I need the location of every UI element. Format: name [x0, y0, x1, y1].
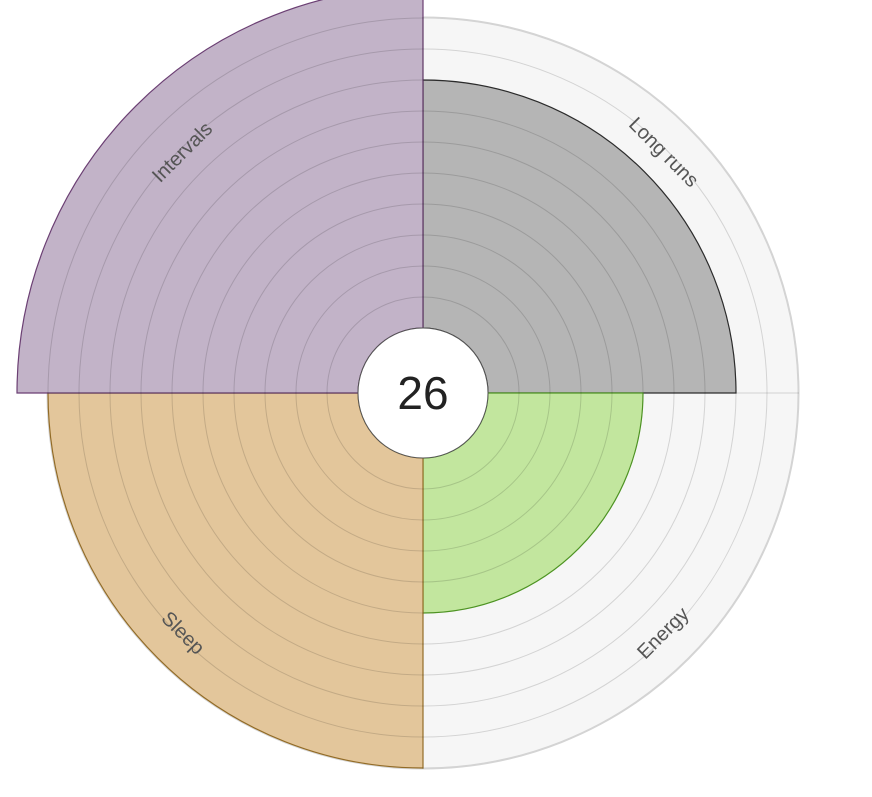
grid-ring — [326, 296, 520, 490]
grid-ring — [78, 48, 768, 738]
center-value: 26 — [397, 367, 448, 419]
grid-ring — [295, 265, 551, 521]
chart-segments — [16, 0, 737, 769]
segment-sleep — [47, 392, 424, 769]
grid-ring — [47, 17, 799, 769]
grid-ring — [264, 234, 582, 552]
grid-ring — [171, 141, 675, 645]
grid-ring — [140, 110, 706, 676]
center-hole — [357, 327, 489, 459]
chart-center: 26 — [357, 327, 489, 459]
grid-ring — [109, 79, 737, 707]
grid-ring — [233, 203, 613, 583]
segment-intervals — [16, 0, 424, 394]
grid-ring — [202, 172, 644, 614]
